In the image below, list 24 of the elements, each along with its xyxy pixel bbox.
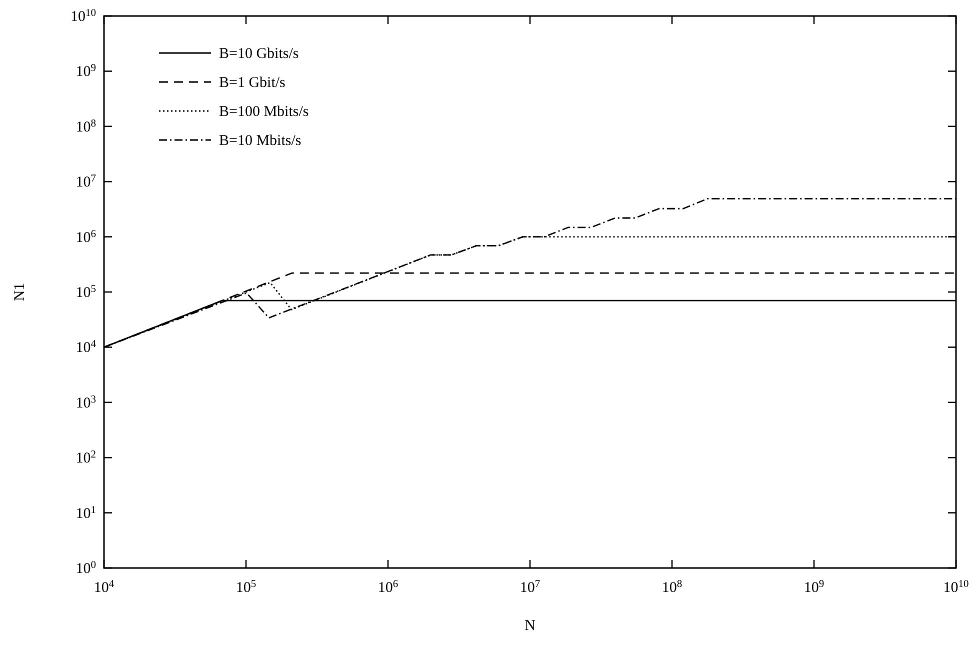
x-tick-label: 10$^{7}$ <box>520 578 540 596</box>
y-tick-label: 10$^{7}$ <box>76 173 96 191</box>
x-tick-label: 10$^{8}$ <box>662 578 682 596</box>
legend-label: B=10 Mbits/s <box>219 133 302 149</box>
y-tick-label: 10$^{8}$ <box>76 118 96 136</box>
x-tick-label: 10$^{6}$ <box>378 578 398 596</box>
legend-label: B=10 Gbits/s <box>219 46 299 62</box>
y-tick-label: 10$^{10}$ <box>70 8 96 25</box>
y-tick-label: 10$^{1}$ <box>76 504 96 522</box>
y-tick-label: 10$^{4}$ <box>76 338 97 356</box>
y-tick-label: 10$^{2}$ <box>76 449 96 467</box>
x-tick-label: 10$^{5}$ <box>236 578 256 596</box>
legend-label: B=1 Gbit/s <box>219 75 286 91</box>
x-tick-label: 10$^{9}$ <box>804 578 824 596</box>
y-tick-label: 10$^{3}$ <box>76 394 96 412</box>
y-tick-label: 10$^{6}$ <box>76 228 96 246</box>
x-axis-title: N <box>524 618 536 634</box>
y-tick-label: 10$^{5}$ <box>76 284 96 301</box>
y-tick-label: 10$^{0}$ <box>76 560 96 577</box>
x-tick-label: 10$^{10}$ <box>943 578 969 596</box>
y-tick-label: 10$^{9}$ <box>76 62 96 80</box>
x-tick-label: 10$^{4}$ <box>94 578 115 596</box>
legend-label: B=100 Mbits/s <box>219 104 309 120</box>
y-axis-title: N1 <box>12 282 28 302</box>
